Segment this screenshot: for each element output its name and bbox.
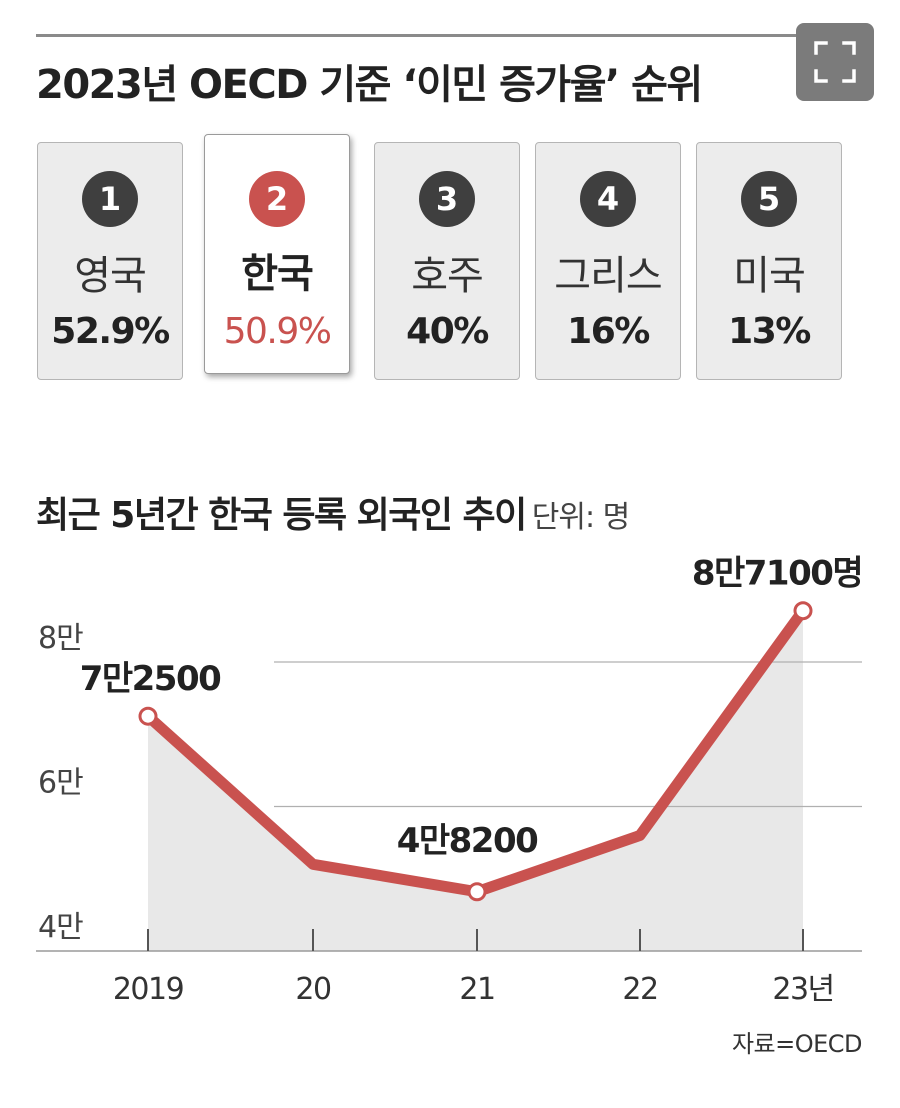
page-title: 2023년 OECD 기준 ‘이민 증가율’ 순위 bbox=[36, 62, 703, 108]
y-tick-label: 8만 bbox=[38, 621, 83, 656]
rank-country: 미국 bbox=[733, 253, 806, 299]
rank-country: 영국 bbox=[74, 253, 147, 299]
rank-card-1: 1 영국 52.9% bbox=[37, 142, 183, 380]
data-label: 4만8200 bbox=[397, 821, 538, 861]
chart-title-text: 최근 5년간 한국 등록 외국인 추이 bbox=[36, 495, 527, 536]
y-tick-label: 4만 bbox=[38, 910, 83, 945]
chart-title: 최근 5년간 한국 등록 외국인 추이 단위: 명 bbox=[36, 486, 630, 538]
rank-rate: 50.9% bbox=[223, 311, 332, 352]
data-point-marker bbox=[467, 882, 487, 902]
data-point-marker bbox=[138, 706, 158, 726]
x-tick-label: 2019 bbox=[113, 972, 183, 1007]
rank-card-5: 5 미국 13% bbox=[696, 142, 842, 380]
rank-rate: 52.9% bbox=[51, 311, 170, 352]
rank-number-badge: 1 bbox=[82, 171, 138, 227]
data-point-marker bbox=[793, 601, 813, 621]
rank-number-badge: 5 bbox=[741, 171, 797, 227]
x-tick-label: 20 bbox=[295, 972, 331, 1007]
rank-rate: 40% bbox=[406, 311, 489, 352]
source-label: 자료=OECD bbox=[731, 1030, 863, 1058]
rank-card-2: 2 한국 50.9% bbox=[204, 134, 350, 374]
x-tick-label: 22 bbox=[622, 972, 657, 1007]
rank-rate: 13% bbox=[728, 311, 811, 352]
rank-number-badge: 3 bbox=[419, 171, 475, 227]
data-label: 7만2500 bbox=[80, 659, 221, 699]
rank-country: 호주 bbox=[411, 253, 484, 299]
expand-button[interactable] bbox=[796, 23, 874, 101]
rank-country: 한국 bbox=[241, 251, 314, 297]
rank-country: 그리스 bbox=[554, 253, 662, 299]
fullscreen-expand-icon bbox=[814, 41, 856, 83]
x-tick-label: 23년 bbox=[772, 972, 833, 1007]
rank-card-3: 3 호주 40% bbox=[374, 142, 520, 380]
y-tick-label: 6만 bbox=[38, 766, 83, 801]
rank-card-4: 4 그리스 16% bbox=[535, 142, 681, 380]
data-label: 8만7100명 bbox=[692, 554, 862, 594]
rank-rate: 16% bbox=[567, 311, 650, 352]
x-tick-label: 21 bbox=[459, 972, 494, 1007]
rank-number-badge: 4 bbox=[580, 171, 636, 227]
rank-number-badge: 2 bbox=[249, 171, 305, 227]
chart-unit-label: 단위: 명 bbox=[531, 500, 630, 535]
top-rule bbox=[36, 34, 862, 37]
